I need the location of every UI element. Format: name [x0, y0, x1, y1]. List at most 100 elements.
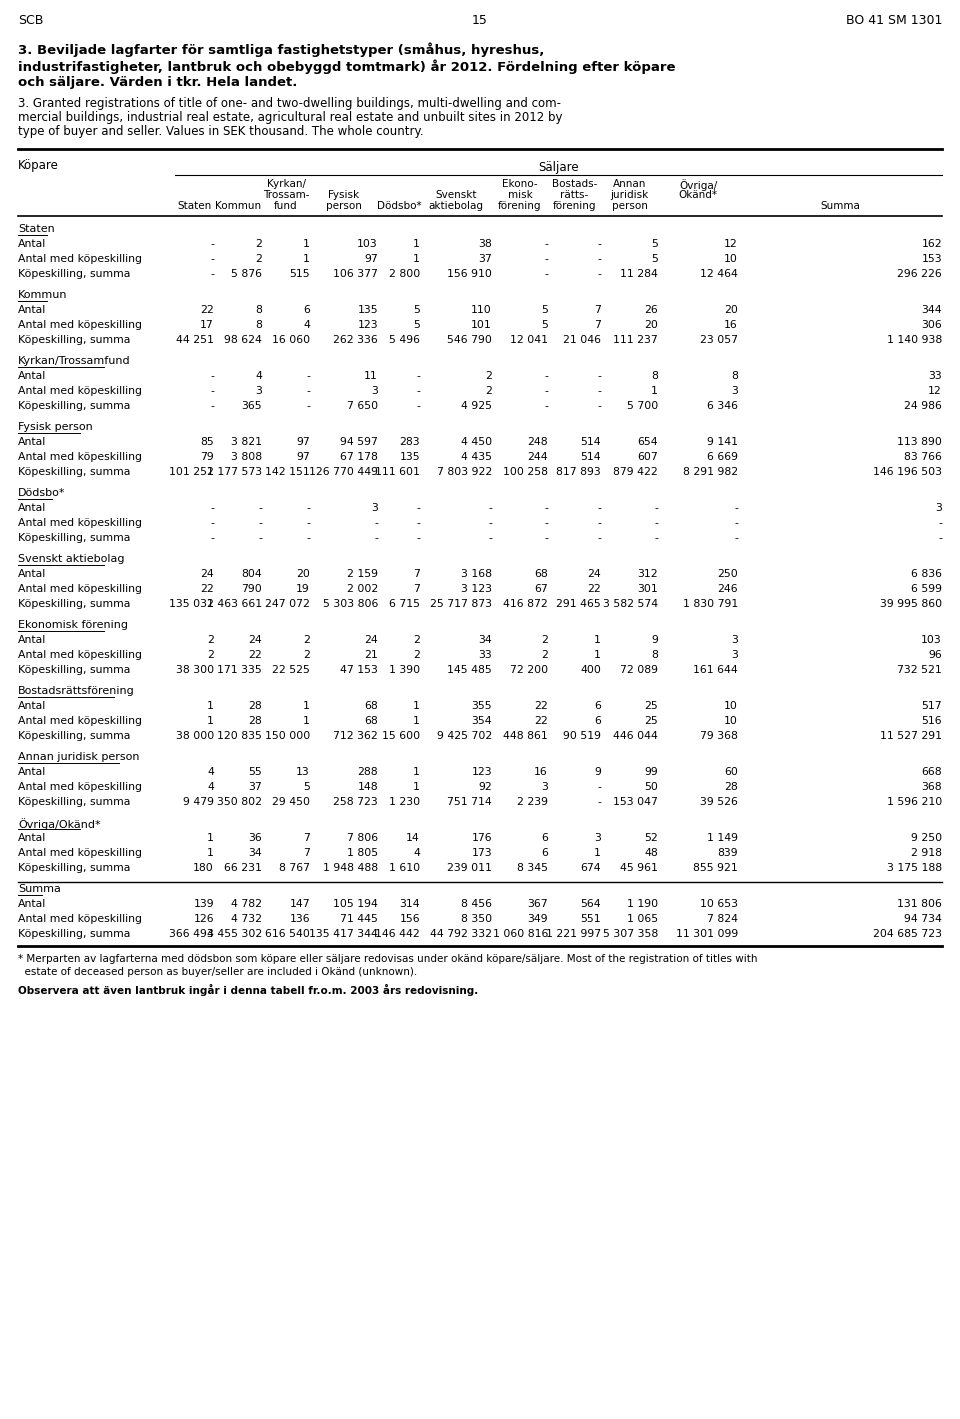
Text: Kommun: Kommun: [18, 289, 67, 299]
Text: 1: 1: [303, 717, 310, 727]
Text: Kommun: Kommun: [215, 201, 261, 211]
Text: Köpeskilling, summa: Köpeskilling, summa: [18, 599, 131, 609]
Text: -: -: [597, 402, 601, 412]
Text: 92: 92: [478, 782, 492, 792]
Text: 15 600: 15 600: [382, 731, 420, 741]
Text: Antal: Antal: [18, 502, 46, 514]
Text: -: -: [488, 534, 492, 543]
Text: Annan juridisk person: Annan juridisk person: [18, 752, 139, 762]
Text: -: -: [210, 534, 214, 543]
Text: 34: 34: [478, 634, 492, 646]
Text: 11: 11: [364, 370, 378, 380]
Text: 44 251: 44 251: [176, 335, 214, 345]
Text: 113 890: 113 890: [898, 437, 942, 447]
Text: -: -: [306, 386, 310, 396]
Text: -: -: [306, 534, 310, 543]
Text: 6: 6: [541, 849, 548, 858]
Text: Köpeskilling, summa: Köpeskilling, summa: [18, 402, 131, 412]
Text: 1 948 488: 1 948 488: [323, 863, 378, 873]
Text: Svenskt aktiebolag: Svenskt aktiebolag: [18, 553, 125, 563]
Text: Köpeskilling, summa: Köpeskilling, summa: [18, 731, 131, 741]
Text: 1: 1: [207, 833, 214, 843]
Text: 1: 1: [594, 650, 601, 660]
Text: 146 442: 146 442: [375, 929, 420, 939]
Text: Antal med köpeskilling: Antal med köpeskilling: [18, 849, 142, 858]
Text: 7 806: 7 806: [347, 833, 378, 843]
Text: 1 221 997: 1 221 997: [546, 929, 601, 939]
Text: -: -: [306, 502, 310, 514]
Text: 22: 22: [201, 305, 214, 315]
Text: Antal: Antal: [18, 900, 46, 910]
Text: -: -: [597, 502, 601, 514]
Text: 156 910: 156 910: [447, 270, 492, 280]
Text: 3: 3: [594, 833, 601, 843]
Text: 24: 24: [588, 569, 601, 579]
Text: förening: förening: [553, 201, 596, 211]
Text: -: -: [597, 254, 601, 264]
Text: -: -: [258, 534, 262, 543]
Text: 39 995 860: 39 995 860: [880, 599, 942, 609]
Text: 1 390: 1 390: [389, 666, 420, 675]
Text: Staten: Staten: [18, 224, 55, 234]
Text: 365: 365: [241, 402, 262, 412]
Text: 8 291 982: 8 291 982: [683, 467, 738, 477]
Text: -: -: [306, 370, 310, 380]
Text: 4: 4: [303, 321, 310, 331]
Text: 4 455 302: 4 455 302: [206, 929, 262, 939]
Text: person: person: [612, 201, 647, 211]
Text: 306: 306: [922, 321, 942, 331]
Text: 1 190: 1 190: [627, 900, 658, 910]
Text: * Merparten av lagfarterna med dödsbon som köpare eller säljare redovisas under : * Merparten av lagfarterna med dödsbon s…: [18, 954, 757, 964]
Text: 448 861: 448 861: [503, 731, 548, 741]
Text: 2: 2: [485, 370, 492, 380]
Text: 12 464: 12 464: [700, 270, 738, 280]
Text: 37: 37: [249, 782, 262, 792]
Text: 2 463 661: 2 463 661: [206, 599, 262, 609]
Text: 1: 1: [303, 238, 310, 248]
Text: -: -: [210, 270, 214, 280]
Text: 34: 34: [249, 849, 262, 858]
Text: 25: 25: [644, 701, 658, 711]
Text: 3 175 188: 3 175 188: [887, 863, 942, 873]
Text: 100 258: 100 258: [503, 467, 548, 477]
Text: 20: 20: [644, 321, 658, 331]
Text: 5 700: 5 700: [627, 402, 658, 412]
Text: 24: 24: [249, 634, 262, 646]
Text: Antal med köpeskilling: Antal med köpeskilling: [18, 585, 142, 595]
Text: 1: 1: [413, 768, 420, 778]
Text: Summa: Summa: [18, 884, 60, 894]
Text: 344: 344: [922, 305, 942, 315]
Text: -: -: [597, 270, 601, 280]
Text: misk: misk: [508, 190, 533, 200]
Text: 1: 1: [207, 717, 214, 727]
Text: Antal: Antal: [18, 701, 46, 711]
Text: -: -: [210, 502, 214, 514]
Text: -: -: [416, 402, 420, 412]
Text: 98 624: 98 624: [224, 335, 262, 345]
Text: type of buyer and seller. Values in SEK thousand. The whole country.: type of buyer and seller. Values in SEK …: [18, 125, 423, 138]
Text: Summa: Summa: [820, 201, 860, 211]
Text: -: -: [597, 797, 601, 807]
Text: 515: 515: [289, 270, 310, 280]
Text: 148: 148: [357, 782, 378, 792]
Text: 3: 3: [372, 386, 378, 396]
Text: Antal med köpeskilling: Antal med köpeskilling: [18, 518, 142, 528]
Text: 7 650: 7 650: [347, 402, 378, 412]
Text: 14: 14: [406, 833, 420, 843]
Text: 10: 10: [724, 254, 738, 264]
Text: 15: 15: [472, 14, 488, 27]
Text: -: -: [210, 386, 214, 396]
Text: person: person: [326, 201, 362, 211]
Text: -: -: [544, 238, 548, 248]
Text: 28: 28: [724, 782, 738, 792]
Text: Köpeskilling, summa: Köpeskilling, summa: [18, 534, 131, 543]
Text: BO 41 SM 1301: BO 41 SM 1301: [846, 14, 942, 27]
Text: 9 425 702: 9 425 702: [437, 731, 492, 741]
Text: 3 123: 3 123: [461, 585, 492, 595]
Text: 1 830 791: 1 830 791: [683, 599, 738, 609]
Text: 5: 5: [651, 254, 658, 264]
Text: 732 521: 732 521: [898, 666, 942, 675]
Text: 5: 5: [541, 305, 548, 315]
Text: 136: 136: [289, 914, 310, 924]
Text: 39 526: 39 526: [700, 797, 738, 807]
